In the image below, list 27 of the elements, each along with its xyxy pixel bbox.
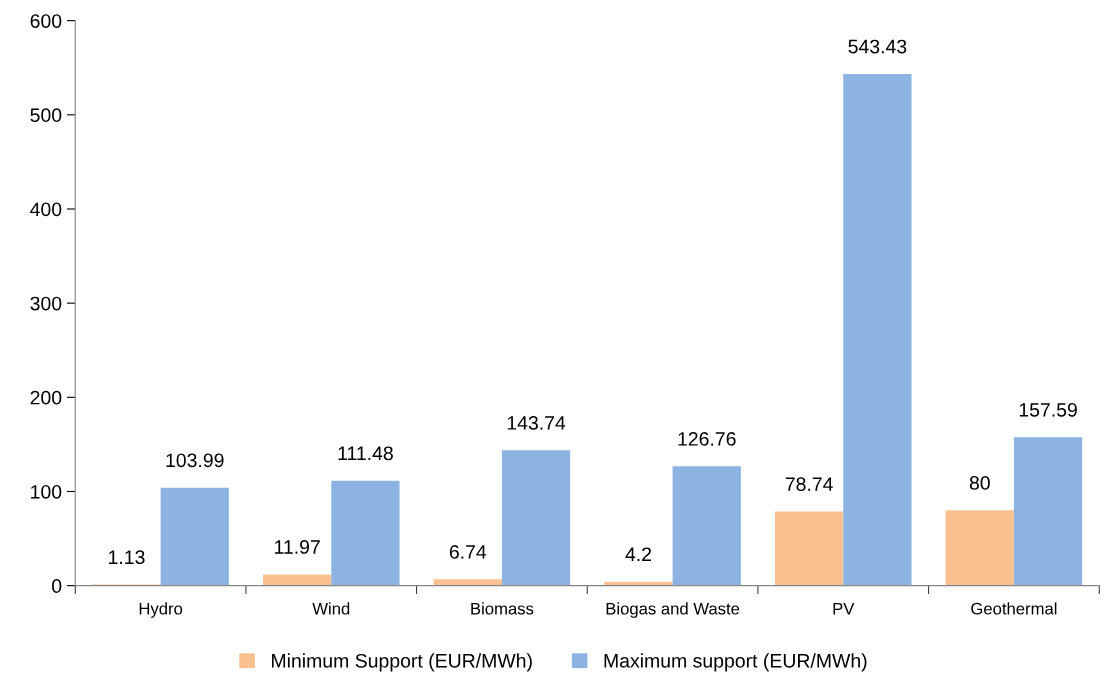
x-tick-label: PV — [833, 602, 855, 615]
data-label: 78.74 — [785, 477, 833, 491]
y-tick-label: 400 — [30, 202, 62, 217]
y-tick-label: 100 — [31, 484, 62, 499]
x-tick-label: Biogas and Waste — [606, 602, 740, 618]
data-label: 6.74 — [449, 545, 487, 559]
data-label: 157.59 — [1019, 402, 1077, 417]
data-label: 111.48 — [338, 446, 393, 461]
data-label: 143.74 — [507, 416, 566, 430]
y-tick-label: 200 — [30, 390, 62, 405]
data-label: 543.43 — [848, 39, 907, 54]
data-label: 1.13 — [109, 550, 145, 565]
legend-label: Maximum support (EUR/MWh) — [604, 653, 867, 672]
x-tick-label: Wind — [312, 602, 350, 615]
data-label: 80 — [969, 476, 990, 490]
y-tick-label: 500 — [30, 108, 62, 123]
legend-label: Minimum Support (EUR/MWh) — [272, 653, 532, 672]
data-label: 103.99 — [166, 453, 224, 468]
y-tick-label: 300 — [30, 296, 62, 311]
x-tick-label: Biomass — [471, 602, 534, 615]
y-tick-label: 600 — [30, 14, 62, 28]
data-label: 4.2 — [625, 547, 651, 561]
data-label: 126.76 — [678, 432, 736, 446]
y-tick-label: 0 — [52, 579, 62, 593]
data-label: 11.97 — [275, 540, 320, 554]
x-tick-label: Geothermal — [971, 602, 1057, 615]
x-tick-label: Hydro — [139, 602, 183, 618]
